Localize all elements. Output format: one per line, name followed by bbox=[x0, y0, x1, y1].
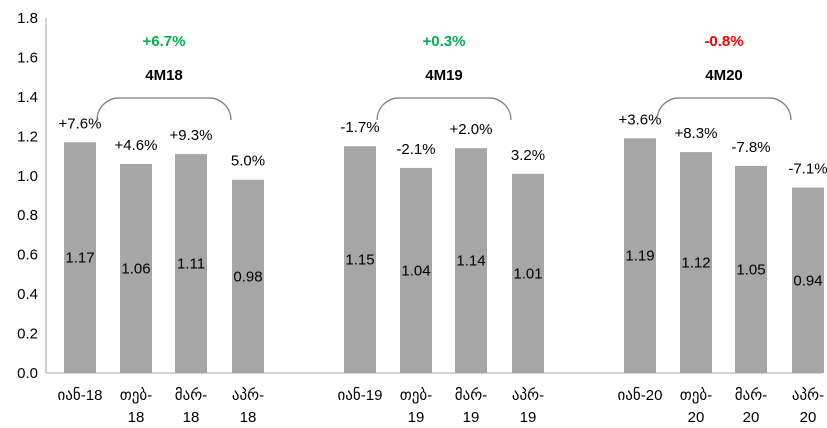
bar-value-label: 1.05 bbox=[736, 261, 765, 278]
x-category-label: მარ- bbox=[455, 387, 487, 404]
x-category-label: იან-20 bbox=[618, 387, 663, 404]
x-category-label: 18 bbox=[183, 409, 200, 426]
x-category-label: 20 bbox=[688, 409, 705, 426]
x-category-label: 18 bbox=[128, 409, 145, 426]
group-name-label: 4M18 bbox=[145, 67, 183, 84]
x-category-label: 19 bbox=[463, 409, 480, 426]
group-change-label: +0.3% bbox=[423, 33, 466, 50]
bar-4m19-0 bbox=[344, 146, 376, 373]
bar-value-label: 1.17 bbox=[65, 250, 94, 267]
group-bracket bbox=[656, 97, 792, 121]
bar-yoy-label: -7.1% bbox=[788, 161, 827, 178]
x-category-label: 20 bbox=[743, 409, 760, 426]
bar-value-label: 1.01 bbox=[513, 265, 542, 282]
bar-4m19-3 bbox=[512, 173, 544, 373]
group-change-label: +6.7% bbox=[143, 33, 186, 50]
y-tick-label: 1.2 bbox=[17, 128, 38, 145]
x-category-label: აპრ- bbox=[792, 387, 824, 404]
y-tick-label: 0.2 bbox=[17, 326, 38, 343]
x-category-label: თებ- bbox=[680, 387, 712, 404]
bar-yoy-label: +4.6% bbox=[115, 137, 158, 154]
bar-4m20-3 bbox=[792, 187, 824, 373]
bar-yoy-label: 5.0% bbox=[231, 153, 265, 170]
group-name-label: 4M19 bbox=[425, 67, 463, 84]
x-category-label: იან-18 bbox=[58, 387, 103, 404]
y-tick-label: 0.4 bbox=[17, 286, 38, 303]
bar-value-label: 0.94 bbox=[793, 272, 822, 289]
bar-yoy-label: +2.0% bbox=[450, 121, 493, 138]
bar-4m18-0 bbox=[64, 142, 96, 373]
bar-value-label: 0.98 bbox=[233, 268, 262, 285]
x-category-label: 19 bbox=[520, 409, 537, 426]
x-category-label: 18 bbox=[240, 409, 257, 426]
y-tick-label: 0.0 bbox=[17, 365, 38, 382]
bar-value-label: 1.06 bbox=[121, 260, 150, 277]
bar-4m18-1 bbox=[120, 163, 152, 373]
x-category-label: აპრ- bbox=[232, 387, 264, 404]
x-category-label: 20 bbox=[800, 409, 817, 426]
bar-yoy-label: +9.3% bbox=[170, 127, 213, 144]
group-name-label: 4M20 bbox=[705, 67, 743, 84]
bar-yoy-label: +7.6% bbox=[59, 115, 102, 132]
bar-yoy-label: +3.6% bbox=[619, 111, 662, 128]
bar-yoy-label: -1.7% bbox=[340, 119, 379, 136]
bar-yoy-label: -2.1% bbox=[396, 141, 435, 158]
bar-4m20-0 bbox=[624, 138, 656, 373]
bar-4m19-1 bbox=[400, 167, 432, 373]
bar-value-label: 1.14 bbox=[456, 253, 485, 270]
group-bracket bbox=[376, 97, 512, 121]
x-category-label: თებ- bbox=[400, 387, 432, 404]
bar-yoy-label: -7.8% bbox=[731, 139, 770, 156]
bar-4m18-2 bbox=[175, 154, 207, 373]
x-category-label: აპრ- bbox=[512, 387, 544, 404]
x-category-label: თებ- bbox=[120, 387, 152, 404]
x-category-label: მარ- bbox=[175, 387, 207, 404]
bar-4m20-1 bbox=[680, 152, 712, 373]
bar-value-label: 1.19 bbox=[625, 248, 654, 265]
y-tick-label: 0.8 bbox=[17, 207, 38, 224]
bar-value-label: 1.15 bbox=[345, 252, 374, 269]
bar-value-label: 1.12 bbox=[681, 255, 710, 272]
bar-4m20-2 bbox=[735, 165, 767, 373]
bar-value-label: 1.11 bbox=[177, 256, 205, 273]
bar-value-label: 1.04 bbox=[401, 262, 430, 279]
x-category-label: იან-19 bbox=[338, 387, 383, 404]
x-category-label: მარ- bbox=[735, 387, 767, 404]
y-tick-label: 1.4 bbox=[17, 89, 38, 106]
x-category-label: 19 bbox=[408, 409, 425, 426]
y-tick-label: 1.8 bbox=[17, 10, 38, 27]
y-tick-label: 0.6 bbox=[17, 247, 38, 264]
group-change-label: -0.8% bbox=[704, 33, 743, 50]
bar-4m19-2 bbox=[455, 148, 487, 373]
y-tick-label: 1.0 bbox=[17, 168, 38, 185]
bar-yoy-label: +8.3% bbox=[675, 125, 718, 142]
y-tick-label: 1.6 bbox=[17, 49, 38, 66]
bar-4m18-3 bbox=[232, 179, 264, 373]
bar-yoy-label: 3.2% bbox=[511, 147, 545, 164]
group-bracket bbox=[96, 97, 232, 121]
